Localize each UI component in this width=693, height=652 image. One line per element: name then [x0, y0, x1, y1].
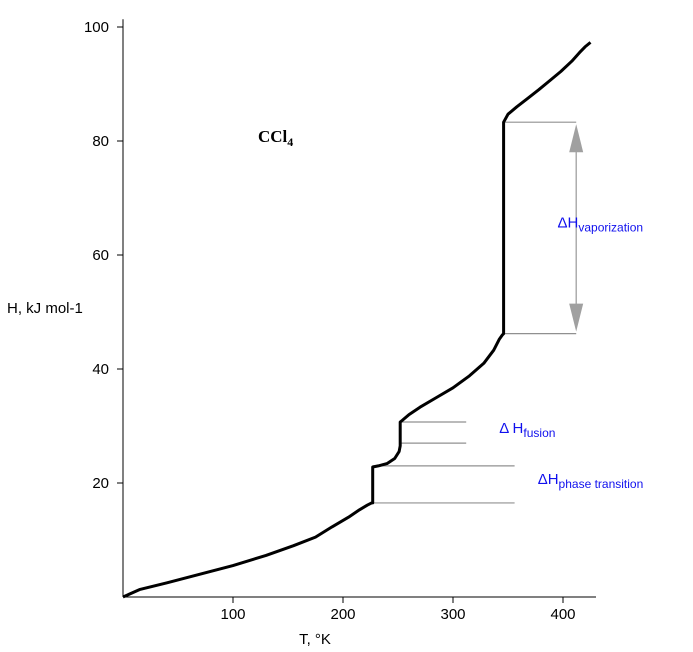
delta-h-annotation: Δ Hfusion — [499, 420, 555, 440]
ticks: 20 40 60 80 100 100 200 300 400 — [84, 19, 576, 623]
y-axis-label: H, kJ mol-1 — [7, 300, 83, 317]
y-tick-label: 80 — [92, 133, 109, 150]
axes — [122, 19, 596, 598]
y-tick-label: 60 — [92, 247, 109, 264]
delta-h-annotation: ΔHvaporization — [558, 215, 644, 235]
compound-label: CCl4 — [258, 127, 293, 149]
y-tick-label: 20 — [92, 475, 109, 492]
y-tick-label: 40 — [92, 361, 109, 378]
arrow-head-up — [569, 124, 584, 153]
x-tick-label: 400 — [550, 606, 575, 623]
x-axis-label: T, °K — [299, 631, 331, 648]
x-tick-label: 300 — [440, 606, 465, 623]
vaporization-arrow — [569, 124, 584, 332]
annotations: ΔHvaporization Δ Hfusion ΔHphase transitio… — [499, 215, 643, 492]
x-tick-label: 200 — [330, 606, 355, 623]
y-tick-label: 100 — [84, 19, 109, 36]
reference-lines — [372, 121, 577, 504]
x-tick-label: 100 — [220, 606, 245, 623]
arrow-head-down — [569, 303, 584, 332]
enthalpy-curve — [122, 41, 592, 599]
delta-h-annotation: ΔHphase transition — [538, 471, 644, 491]
